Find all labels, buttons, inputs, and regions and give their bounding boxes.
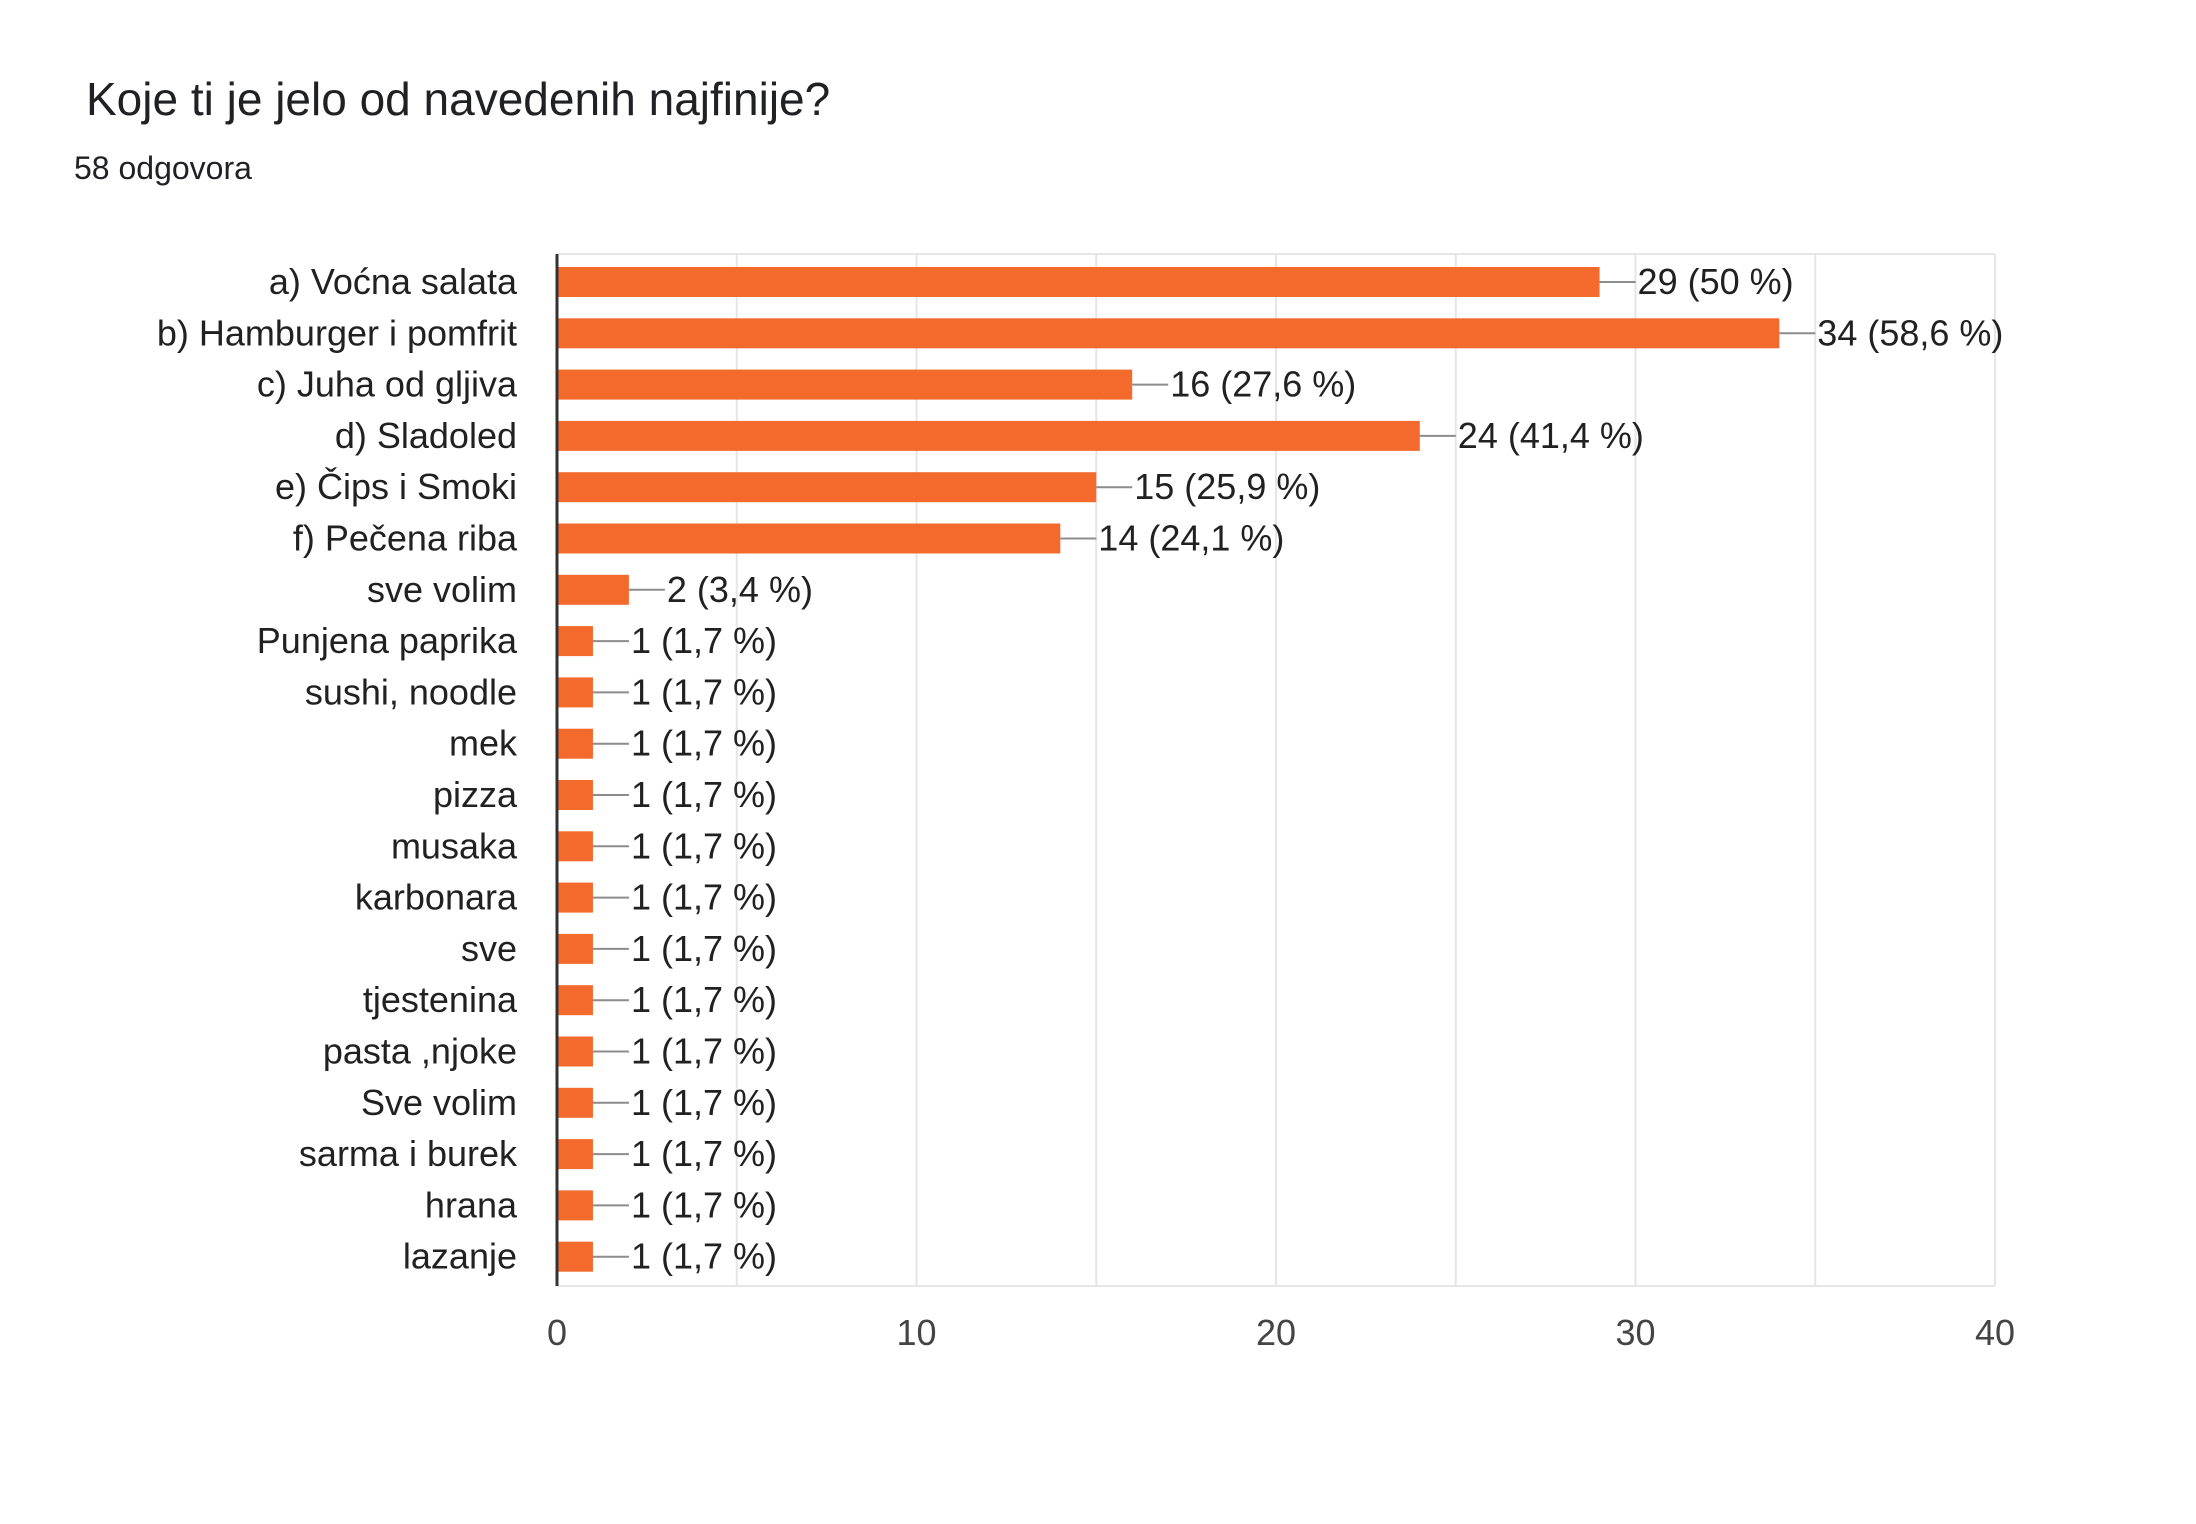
bar	[557, 677, 593, 708]
bar-data-label: 29 (50 %)	[1638, 261, 1794, 302]
x-tick-label: 10	[896, 1312, 936, 1353]
bar-data-label: 24 (41,4 %)	[1458, 415, 1644, 456]
bar-data-label: 1 (1,7 %)	[631, 620, 777, 661]
category-label: sve volim	[367, 569, 517, 610]
bar-data-label: 1 (1,7 %)	[631, 1082, 777, 1123]
bar-data-label: 14 (24,1 %)	[1098, 518, 1284, 559]
bar	[557, 1087, 593, 1118]
bar	[557, 728, 593, 759]
bar	[557, 831, 593, 862]
bar	[557, 882, 593, 913]
category-label: b) Hamburger i pomfrit	[157, 312, 517, 353]
category-label: musaka	[391, 825, 518, 866]
bar	[557, 472, 1097, 503]
bar-data-label: 1 (1,7 %)	[631, 1133, 777, 1174]
bar	[557, 1241, 593, 1272]
category-label: e) Čips i Smoki	[275, 466, 517, 507]
category-label: Punjena paprika	[257, 620, 518, 661]
category-label: pasta ,njoke	[323, 1031, 517, 1072]
bar-data-label: 1 (1,7 %)	[631, 877, 777, 918]
bar	[557, 626, 593, 657]
category-label: mek	[449, 723, 518, 764]
category-label: sve	[461, 928, 517, 969]
bar-data-label: 1 (1,7 %)	[631, 928, 777, 969]
category-label: Sve volim	[361, 1082, 517, 1123]
bar-data-label: 1 (1,7 %)	[631, 671, 777, 712]
bar	[557, 1190, 593, 1221]
bar-data-label: 15 (25,9 %)	[1134, 466, 1320, 507]
bar	[557, 780, 593, 810]
bar-data-label: 1 (1,7 %)	[631, 825, 777, 866]
category-label: hrana	[425, 1184, 518, 1225]
bar	[557, 267, 1600, 297]
bar-data-label: 1 (1,7 %)	[631, 774, 777, 815]
x-tick-label: 20	[1256, 1312, 1296, 1353]
bar	[557, 985, 593, 1016]
bar-data-label: 1 (1,7 %)	[631, 1031, 777, 1072]
bar	[557, 1036, 593, 1067]
bar-data-label: 1 (1,7 %)	[631, 1184, 777, 1225]
bar	[557, 318, 1780, 349]
category-label: a) Voćna salata	[269, 261, 518, 302]
bar-data-label: 1 (1,7 %)	[631, 723, 777, 764]
bar-data-label: 1 (1,7 %)	[631, 1236, 777, 1277]
category-label: tjestenina	[363, 979, 518, 1020]
category-label: lazanje	[403, 1236, 517, 1277]
bar	[557, 574, 629, 605]
bar-data-label: 16 (27,6 %)	[1170, 364, 1356, 405]
category-label: sarma i burek	[299, 1133, 518, 1174]
bar-data-label: 2 (3,4 %)	[667, 569, 813, 610]
category-label: karbonara	[355, 877, 518, 918]
bar	[557, 523, 1061, 554]
category-label: d) Sladoled	[335, 415, 517, 456]
x-tick-label: 40	[1975, 1312, 2015, 1353]
category-label: pizza	[433, 774, 518, 815]
response-count: 58 odgovora	[74, 150, 252, 186]
bar	[557, 1139, 593, 1170]
chart-title: Koje ti je jelo od navedenih najfinije?	[86, 73, 831, 125]
bar-data-label: 34 (58,6 %)	[1817, 312, 2003, 353]
bar	[557, 420, 1420, 451]
category-label: sushi, noodle	[305, 671, 517, 712]
bar	[557, 369, 1133, 400]
bar	[557, 933, 593, 964]
category-label: f) Pečena riba	[293, 518, 518, 559]
x-tick-label: 30	[1615, 1312, 1655, 1353]
category-label: c) Juha od gljiva	[257, 364, 518, 405]
x-tick-label: 0	[547, 1312, 567, 1353]
bar-data-label: 1 (1,7 %)	[631, 979, 777, 1020]
